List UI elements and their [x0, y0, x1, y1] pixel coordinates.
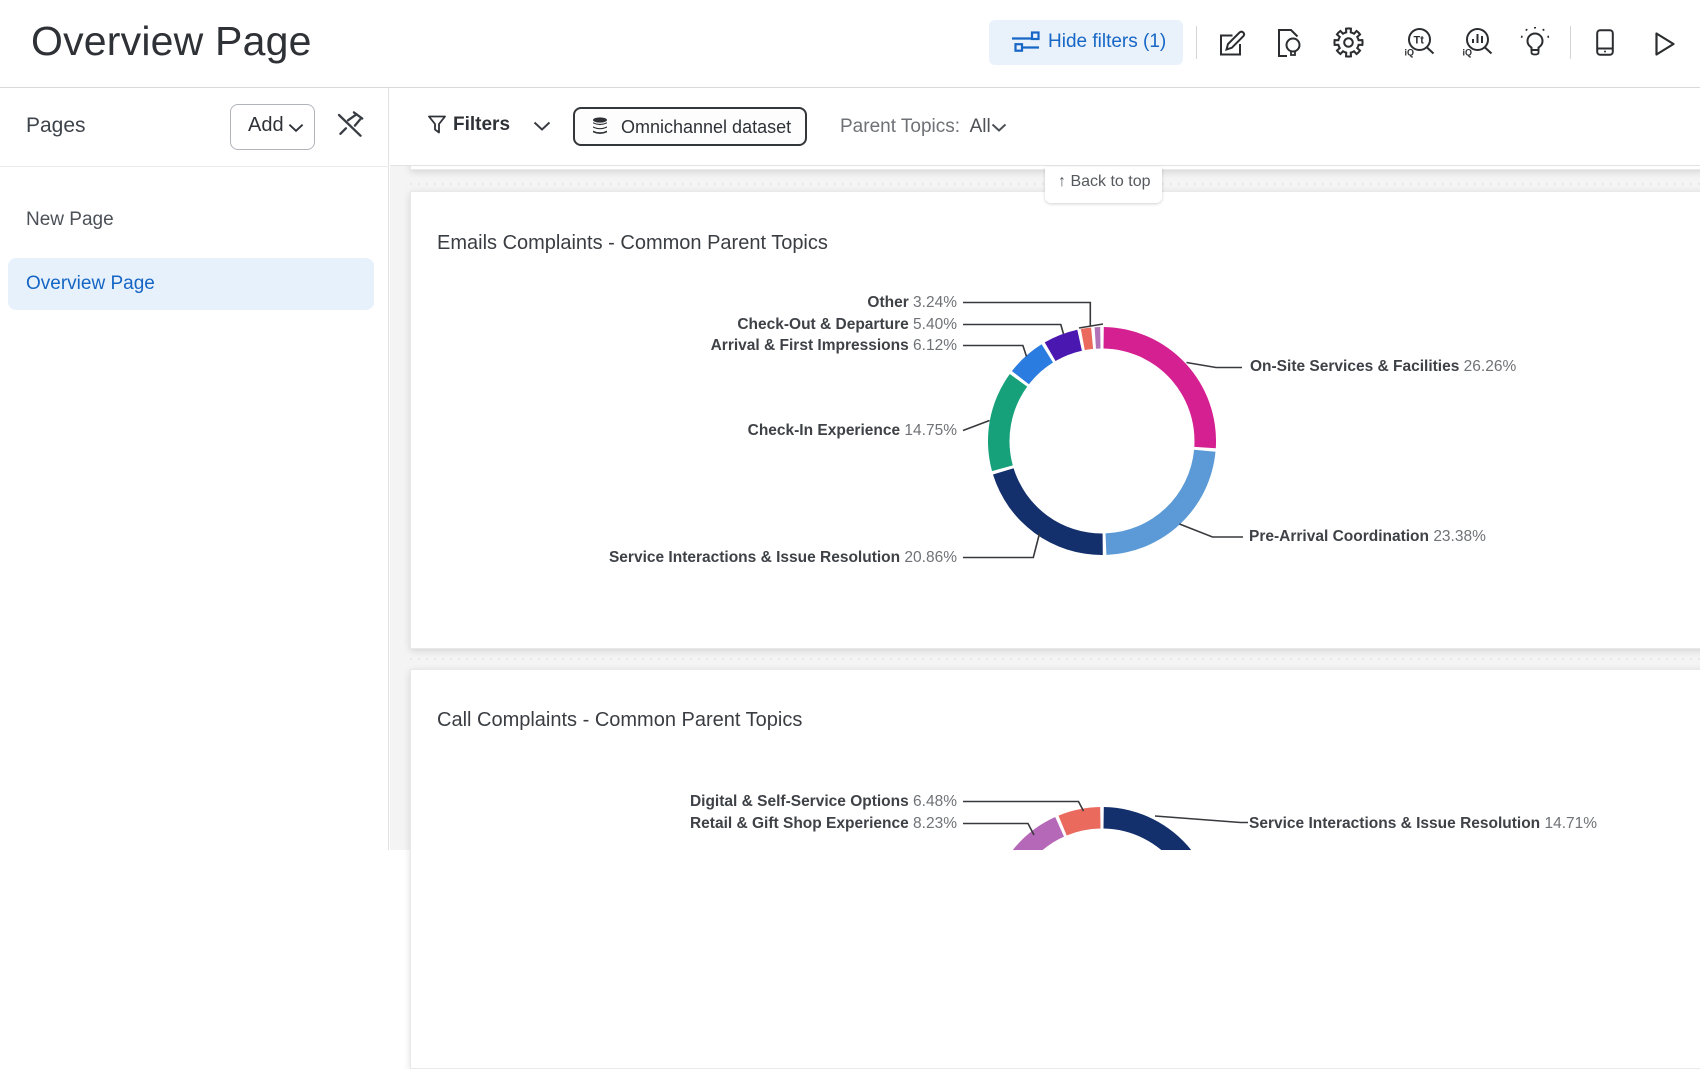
svg-text:Tt: Tt [1414, 35, 1425, 47]
svg-text:iQ: iQ [1405, 48, 1415, 58]
svg-text:iQ: iQ [1463, 48, 1473, 58]
